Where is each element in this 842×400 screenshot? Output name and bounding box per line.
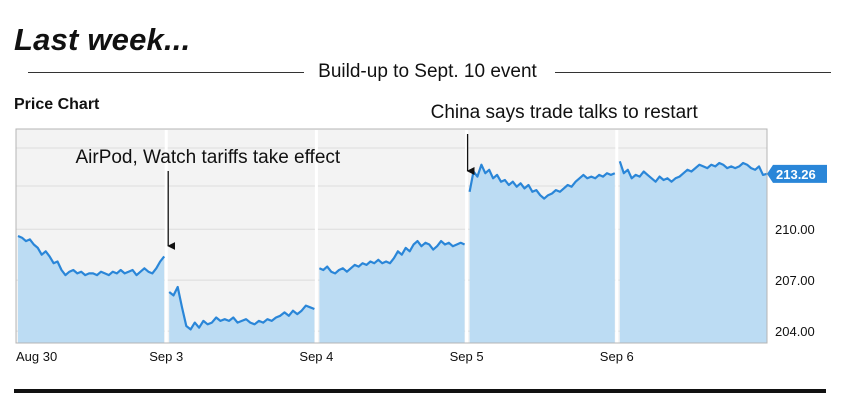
annotation-trade-talks: China says trade talks to restart: [431, 102, 699, 123]
subhead-rule-left: [28, 71, 305, 73]
price-area-1: [18, 236, 165, 343]
subtitle: Build-up to Sept. 10 event: [318, 61, 537, 82]
y-tick-label: 207.00: [775, 273, 815, 288]
price-line-4: [468, 163, 616, 200]
x-axis: Aug 30 Sep 3 Sep 4 Sep 5 Sep 6: [16, 349, 634, 364]
x-tick-label: Sep 4: [299, 349, 333, 364]
plot-frame: [15, 128, 768, 344]
price-line-3: [318, 240, 466, 275]
footer-rule: [14, 389, 826, 393]
subhead-row: Build-up to Sept. 10 event: [28, 60, 831, 84]
price-area-2: [169, 287, 315, 343]
annotations: AirPod, Watch tariffs take effect China s…: [75, 102, 699, 250]
x-tick-label: Sep 6: [600, 349, 634, 364]
x-tick-label: Sep 5: [450, 349, 484, 364]
price-line-5: [618, 160, 768, 183]
headline: Last week...: [14, 22, 191, 57]
price-line-1: [17, 234, 166, 277]
price-line-2: [168, 285, 315, 331]
y-tick-label: 204.00: [775, 324, 815, 339]
y-tick-label: 210.00: [775, 222, 815, 237]
last-price-badge: 213.26: [767, 164, 827, 183]
x-tick-label: Aug 30: [16, 349, 57, 364]
x-tick-label: Sep 3: [149, 349, 183, 364]
annotation-tariffs: AirPod, Watch tariffs take effect: [75, 147, 340, 168]
y-axis: 210.00 207.00 204.00: [775, 222, 815, 339]
last-price-badge-bg: [767, 164, 827, 183]
price-area-4: [469, 164, 615, 343]
price-areas: [18, 161, 767, 343]
last-price-label: 213.26: [776, 167, 816, 182]
session-dividers: [164, 130, 619, 343]
price-area-5: [619, 161, 767, 343]
panel-title: Price Chart: [14, 96, 100, 113]
price-lines: [17, 160, 768, 331]
price-area-3: [319, 241, 465, 343]
subhead-rule-right: [554, 71, 831, 73]
